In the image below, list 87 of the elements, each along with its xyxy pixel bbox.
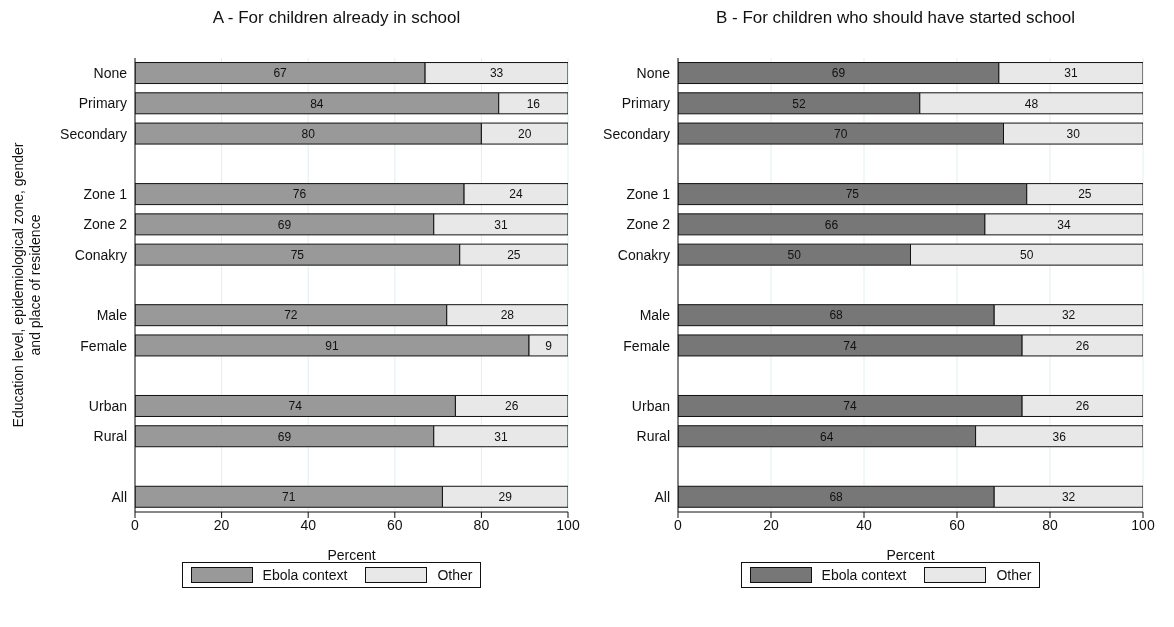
y-tick-label: Zone 2 bbox=[83, 216, 128, 233]
data-label: 50 bbox=[1020, 247, 1034, 262]
y-tick-label: Conakry bbox=[617, 246, 670, 263]
y-tick-label: Primary bbox=[78, 95, 127, 112]
x-tick-label: 100 bbox=[556, 516, 580, 533]
data-label: 74 bbox=[288, 399, 303, 414]
y-tick-label: Male bbox=[96, 307, 128, 324]
x-tick-label: 80 bbox=[1042, 516, 1058, 533]
y-tick-label: Conakry bbox=[74, 246, 127, 263]
data-label: 36 bbox=[1052, 429, 1067, 444]
y-tick-label: Urban bbox=[631, 398, 670, 415]
x-tick-label: 0 bbox=[131, 516, 140, 533]
data-label: 29 bbox=[498, 490, 513, 505]
chart-title: A - For children already in school bbox=[211, 8, 462, 29]
y-tick-label: Rural bbox=[93, 428, 127, 445]
data-label: 26 bbox=[1075, 338, 1090, 353]
y-tick-label: Zone 2 bbox=[626, 216, 671, 233]
y-tick-label: All bbox=[654, 488, 670, 505]
data-label: 31 bbox=[1064, 66, 1078, 81]
y-tick-label: All bbox=[111, 488, 127, 505]
x-axis-title: Percent bbox=[327, 547, 376, 563]
data-label: 33 bbox=[489, 66, 504, 81]
data-label: 31 bbox=[494, 217, 508, 232]
x-tick-label: 60 bbox=[387, 516, 403, 533]
data-label: 67 bbox=[273, 66, 288, 81]
legend-label: Other bbox=[436, 567, 473, 583]
data-label: 64 bbox=[820, 429, 834, 444]
data-label: 66 bbox=[824, 217, 839, 232]
data-label: 69 bbox=[277, 217, 292, 232]
data-label: 32 bbox=[1061, 490, 1076, 505]
x-tick-label: 40 bbox=[856, 516, 872, 533]
y-tick-label: Female bbox=[623, 337, 671, 354]
data-label: 50 bbox=[787, 247, 802, 262]
data-label: 74 bbox=[843, 338, 858, 353]
y-axis-title: Education level, epidemiological zone, gender and place of residence bbox=[10, 142, 43, 428]
data-label: 31 bbox=[494, 429, 508, 444]
data-label: 26 bbox=[505, 399, 519, 414]
data-label: 25 bbox=[507, 247, 521, 262]
y-tick-label: Female bbox=[80, 337, 128, 354]
y-tick-label: Zone 1 bbox=[83, 186, 128, 203]
data-label: 72 bbox=[284, 308, 298, 323]
data-label: 9 bbox=[545, 338, 553, 353]
data-label: 48 bbox=[1024, 96, 1039, 111]
data-label: 30 bbox=[1066, 126, 1081, 141]
y-tick-label: None bbox=[636, 65, 671, 82]
x-tick-label: 20 bbox=[763, 516, 779, 533]
y-tick-label: Urban bbox=[88, 398, 127, 415]
legend-label: Ebola context bbox=[820, 567, 907, 583]
data-label: 75 bbox=[290, 247, 305, 262]
y-tick-label: Secondary bbox=[60, 125, 127, 142]
x-tick-label: 20 bbox=[213, 516, 230, 533]
data-label: 80 bbox=[301, 126, 316, 141]
data-label: 84 bbox=[310, 96, 324, 111]
data-label: 68 bbox=[829, 308, 844, 323]
data-label: 24 bbox=[509, 187, 524, 202]
y-tick-label: Zone 1 bbox=[626, 186, 671, 203]
data-label: 76 bbox=[292, 187, 307, 202]
y-tick-label: Male bbox=[639, 307, 671, 324]
legend-label: Ebola context bbox=[261, 567, 348, 583]
x-tick-label: 40 bbox=[300, 516, 317, 533]
data-label: 34 bbox=[1057, 217, 1071, 232]
y-tick-label: None bbox=[93, 65, 128, 82]
data-label: 32 bbox=[1061, 308, 1076, 323]
data-label: 16 bbox=[526, 96, 541, 111]
data-label: 28 bbox=[500, 308, 515, 323]
x-tick-label: 80 bbox=[473, 516, 490, 533]
data-label: 52 bbox=[792, 96, 806, 111]
y-tick-label: Primary bbox=[621, 95, 670, 112]
chart-title: B - For children who should have started school bbox=[714, 8, 1077, 29]
data-label: 70 bbox=[834, 126, 848, 141]
data-label: 68 bbox=[829, 490, 844, 505]
data-label: 74 bbox=[843, 399, 858, 414]
data-label: 91 bbox=[325, 338, 340, 353]
data-label: 71 bbox=[282, 490, 296, 505]
data-label: 69 bbox=[831, 66, 846, 81]
x-tick-label: 100 bbox=[1131, 516, 1155, 533]
x-tick-label: 60 bbox=[949, 516, 965, 533]
legend-label: Other bbox=[995, 567, 1032, 583]
y-tick-label: Rural bbox=[636, 428, 670, 445]
data-label: 26 bbox=[1075, 399, 1090, 414]
data-label: 75 bbox=[845, 187, 860, 202]
x-axis-title: Percent bbox=[886, 547, 935, 563]
data-label: 20 bbox=[518, 126, 532, 141]
data-label: 69 bbox=[277, 429, 292, 444]
data-label: 25 bbox=[1078, 187, 1092, 202]
x-tick-label: 0 bbox=[674, 516, 683, 533]
y-tick-label: Secondary bbox=[603, 125, 670, 142]
